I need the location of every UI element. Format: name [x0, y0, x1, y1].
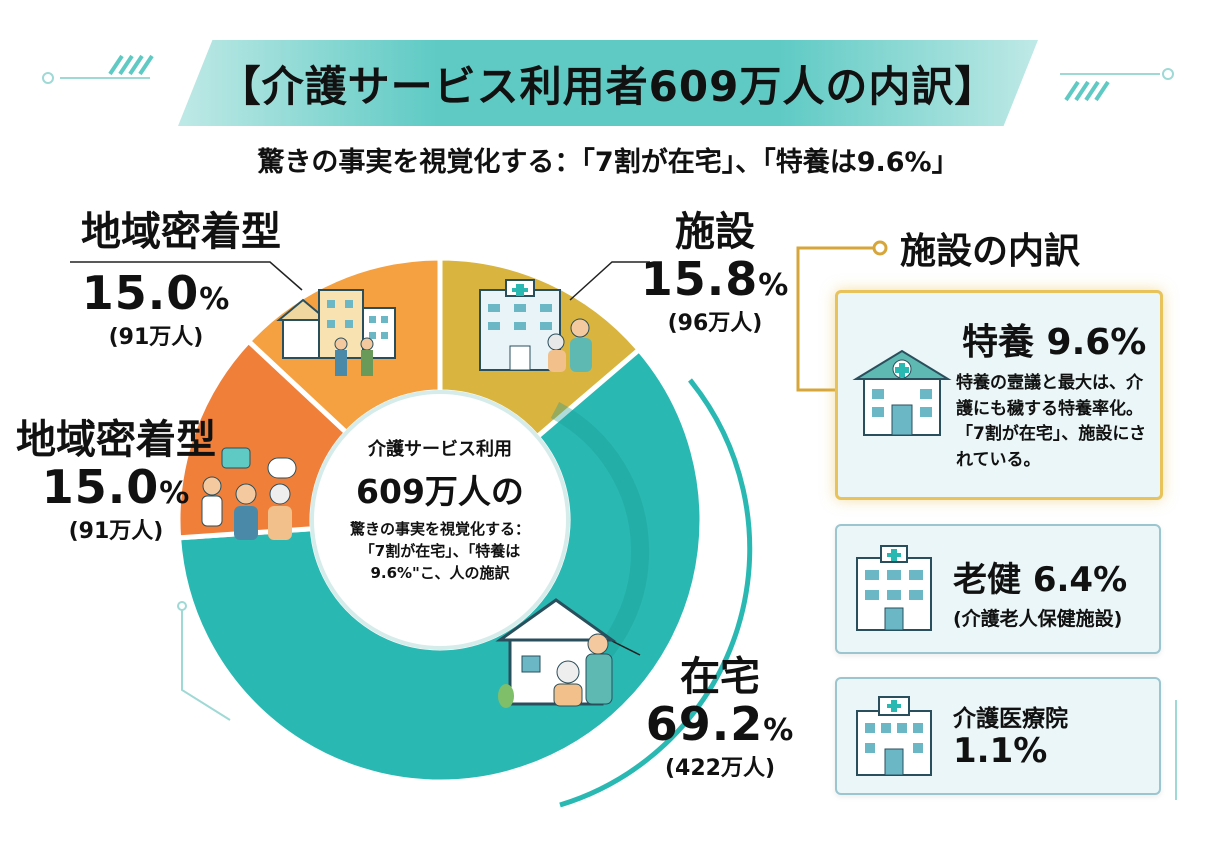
center-line-1: 介護サービス利用: [368, 439, 512, 460]
segment-percent: 15.8: [640, 252, 759, 306]
breakdown-connector-dot: [872, 240, 888, 256]
segment-name: 在宅: [680, 654, 760, 700]
percent-unit: %: [159, 476, 191, 511]
iryouin-label: 介護医療院: [953, 706, 1068, 732]
tokuyou-label: 特養 9.6%: [962, 322, 1147, 363]
tokuyou-description: 特養の壼議と最大は、介護にも穢する特養率化。「7割が在宅」、施設にされている。: [956, 373, 1146, 470]
outer-accent-arc: [559, 378, 753, 808]
breakdown-title: 施設の内訳: [900, 231, 1081, 272]
tokuyou-building-icon: [852, 349, 952, 436]
center-line-4: 「7割が在宅」、「特養は: [359, 541, 521, 560]
segment-label-zaitaku: 在宅 69.2% (422万人): [630, 655, 810, 782]
segment-count: (91万人): [108, 324, 204, 350]
chat-people-icon: [201, 447, 297, 540]
segment-label-shisetsu: 施設 15.8% (96万人): [640, 210, 790, 337]
breakdown-connector: [796, 246, 875, 392]
center-line-2: 609万人の: [356, 472, 524, 511]
tokuyou-card: 特養 9.6% 特養の壼議と最大は、介護にも穢する特養率化。「7割が在宅」、施設…: [835, 290, 1163, 500]
roken-sub: (介護老人保健施設): [953, 608, 1123, 630]
segment-name: 施設: [675, 209, 755, 255]
iryouin-percent: 1.1%: [953, 731, 1048, 771]
center-line-3: 驚きの事実を視覚化する：: [349, 520, 530, 538]
segment-value-chiiki-top: 15.0% (91万人): [66, 268, 246, 351]
donut-hole-ring: [310, 390, 570, 650]
iryouin-building-icon: [856, 696, 932, 776]
center-line-5: 9.6%"こ、人の施訳: [370, 563, 510, 582]
leader-line-zaitaku: [609, 639, 641, 656]
segment-label-chiiki-top: 地域密着型: [66, 210, 296, 254]
donut-center-text: 介護サービス利用 609万人の 驚きの事実を視覚化する： 「7割が在宅」、「特養…: [325, 435, 555, 584]
segment-percent: 15.0: [81, 266, 200, 320]
segment-percent: 15.0: [41, 460, 160, 514]
leader-line-shisetsu: [569, 261, 650, 301]
segment-count: (96万人): [667, 310, 763, 336]
page-subtitle: 驚きの事実を視覚化する：「7割が在宅」、「特養は9.6%」: [257, 147, 959, 178]
segment-name: 地域密着型: [16, 417, 216, 463]
community-building-icon: [276, 289, 396, 376]
hospital-icon: [479, 279, 592, 372]
roken-card: 老健 6.4% (介護老人保健施設): [835, 524, 1161, 654]
leader-line-chiiki-top: [70, 261, 303, 291]
roken-label: 老健 6.4%: [953, 560, 1128, 600]
segment-count: (91万人): [68, 518, 164, 544]
title-banner: [178, 40, 1038, 126]
home-care-icon: [495, 598, 617, 708]
roken-building-icon: [856, 545, 932, 631]
segment-name: 地域密着型: [81, 209, 281, 255]
segment-label-chiiki-left: 地域密着型 15.0% (91万人): [16, 418, 216, 545]
segment-count: (422万人): [664, 755, 776, 781]
segment-percent: 69.2: [645, 697, 764, 751]
iryouin-card: 介護医療院 1.1%: [835, 677, 1161, 795]
donut-hole: [312, 392, 568, 648]
percent-unit: %: [763, 713, 795, 748]
page-title: 【介護サービス利用者609万人の内訳】: [218, 61, 998, 111]
percent-unit: %: [758, 268, 790, 303]
percent-unit: %: [199, 282, 231, 317]
